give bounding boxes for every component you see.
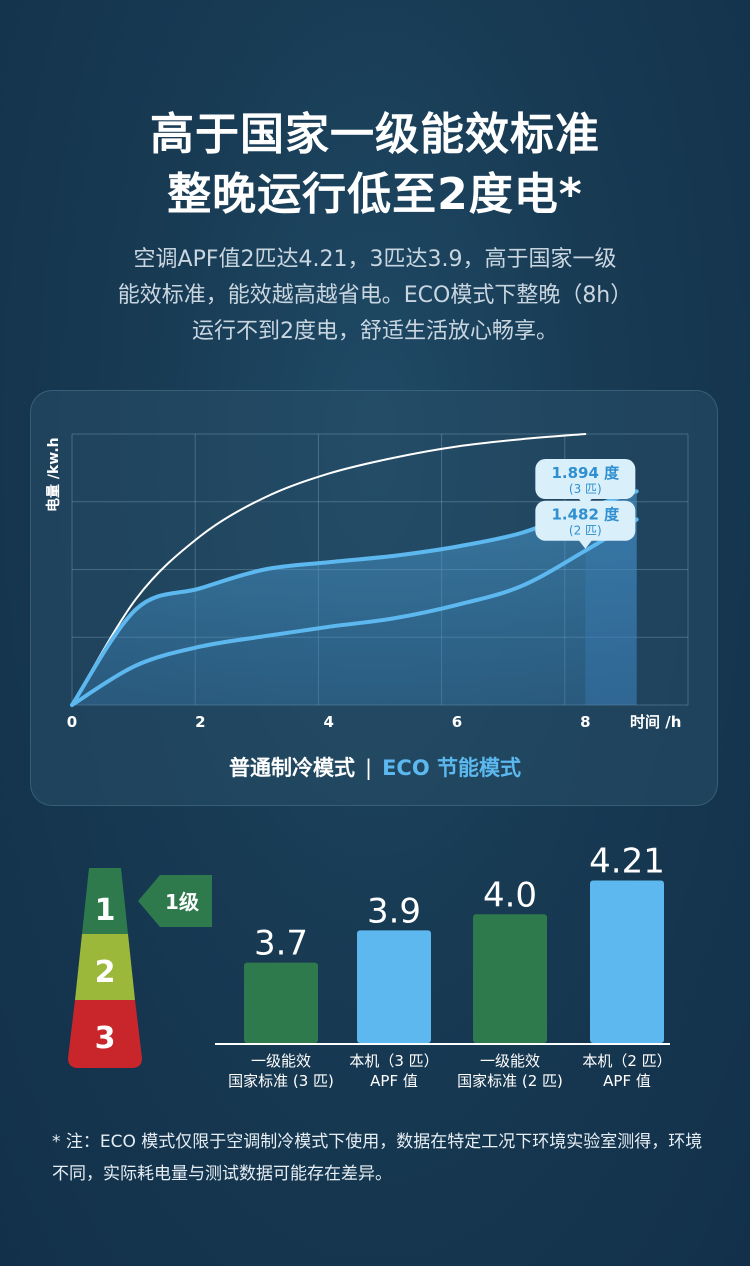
energy-level-1-label: 1 [95, 893, 116, 928]
energy-level-3-label: 3 [95, 1021, 116, 1056]
page-title-line2: 整晚运行低至2度电* [167, 169, 583, 220]
bar-category-label: 国家标准 (2 匹) [457, 1072, 563, 1090]
energy-level-1-block [82, 868, 128, 934]
bar-value-label: 4.0 [483, 875, 537, 915]
bar-category-label: APF 值 [603, 1072, 651, 1090]
level-pointer-label: 1级 [165, 890, 199, 914]
bar-category-label: 本机（3 匹） [349, 1052, 438, 1070]
footnote: * 注：ECO 模式仅限于空调制冷模式下使用，数据在特定工况下环境实验室测得，环… [52, 1132, 703, 1184]
level-pointer-arrow [138, 875, 212, 927]
page-title-line1: 高于国家一级能效标准 [150, 109, 600, 160]
energy-level-3-block [68, 1000, 142, 1068]
bar-1 [244, 962, 318, 1043]
bar-4 [590, 880, 664, 1043]
bar-category-label: 一级能效 [251, 1052, 311, 1070]
legend-eco-mode: ECO 节能模式 [382, 756, 521, 780]
legend-normal-mode: 普通制冷模式 [229, 756, 355, 780]
bar-category-label: 一级能效 [480, 1052, 540, 1070]
energy-level-2-block [75, 934, 135, 1000]
bar-value-label: 3.7 [254, 924, 308, 964]
bar-category-label: 国家标准 (3 匹) [228, 1072, 334, 1090]
bar-category-label: APF 值 [370, 1072, 418, 1090]
bar-3 [473, 914, 547, 1043]
description-line-3: 运行不到2度电，舒适生活放心畅享。 [192, 319, 558, 344]
line-chart-panel [30, 390, 718, 806]
bar-category-label: 本机（2 匹） [582, 1052, 671, 1070]
chart-legend: 普通制冷模式 | ECO 节能模式 [0, 752, 750, 782]
bar-value-label: 3.9 [367, 891, 421, 931]
description-line-2: 能效标准，能效越高越省电。ECO模式下整晚（8h） [117, 283, 633, 308]
energy-level-2-label: 2 [95, 955, 116, 990]
bar-value-label: 4.21 [589, 842, 665, 882]
description-line-1: 空调APF值2匹达4.21，3匹达3.9，高于国家一级 [133, 247, 617, 272]
legend-separator: | [365, 756, 373, 780]
bar-2 [357, 930, 431, 1043]
